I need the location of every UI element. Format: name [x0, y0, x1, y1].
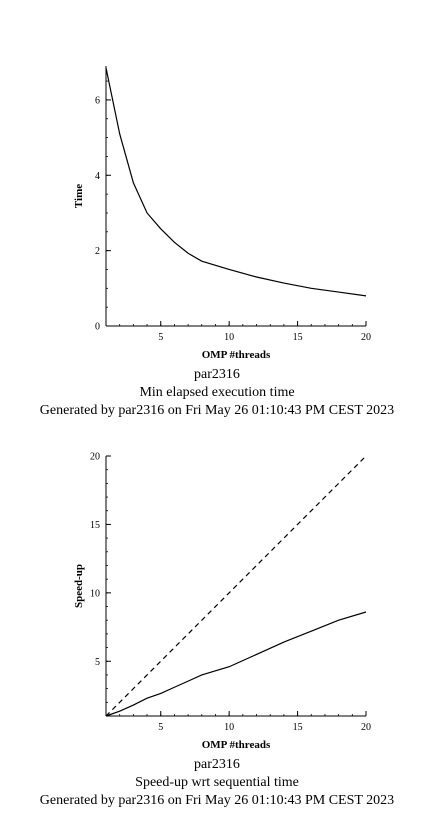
x-tick-label: 20	[361, 332, 371, 343]
x-tick-label: 10	[224, 722, 234, 733]
x-axis-label: OMP #threads	[202, 349, 271, 361]
y-axis-label: Speed-up	[73, 564, 85, 608]
chart1-caption-2: Min elapsed execution time	[139, 385, 295, 400]
x-tick-label: 20	[361, 722, 371, 733]
chart1-caption-1: par2316	[194, 367, 240, 382]
x-tick-label: 5	[158, 332, 163, 343]
y-tick-label: 6	[95, 95, 100, 106]
x-tick-label: 10	[224, 332, 234, 343]
series-line	[105, 67, 367, 297]
x-axis-label: OMP #threads	[202, 739, 271, 751]
x-tick-label: 15	[293, 332, 303, 343]
chart2-caption-3: Generated by par2316 on Fri May 26 01:10…	[39, 793, 395, 808]
y-tick-label: 0	[95, 322, 100, 333]
series-line	[105, 611, 367, 717]
chart2-caption-1: par2316	[194, 757, 240, 772]
chart2-caption-2: Speed-up wrt sequential time	[135, 775, 299, 790]
time-chart: 0 2 4 6 5 10 15 20 OMP #threads Time	[73, 66, 371, 361]
y-axis-label: Time	[73, 184, 85, 208]
y-tick-label: 5	[95, 657, 100, 668]
speedup-chart: 5 10 15 20 5 10 15 20 OMP #threads Speed-up	[73, 452, 371, 752]
y-tick-label: 20	[90, 452, 100, 463]
y-tick-label: 15	[90, 520, 100, 531]
y-tick-label: 4	[95, 171, 100, 182]
x-tick-label: 15	[293, 722, 303, 733]
ideal-speedup-line	[105, 455, 367, 717]
y-tick-label: 10	[90, 588, 100, 599]
chart1-caption-3: Generated by par2316 on Fri May 26 01:10…	[39, 403, 395, 418]
y-tick-label: 2	[95, 246, 100, 257]
x-tick-label: 5	[158, 722, 163, 733]
